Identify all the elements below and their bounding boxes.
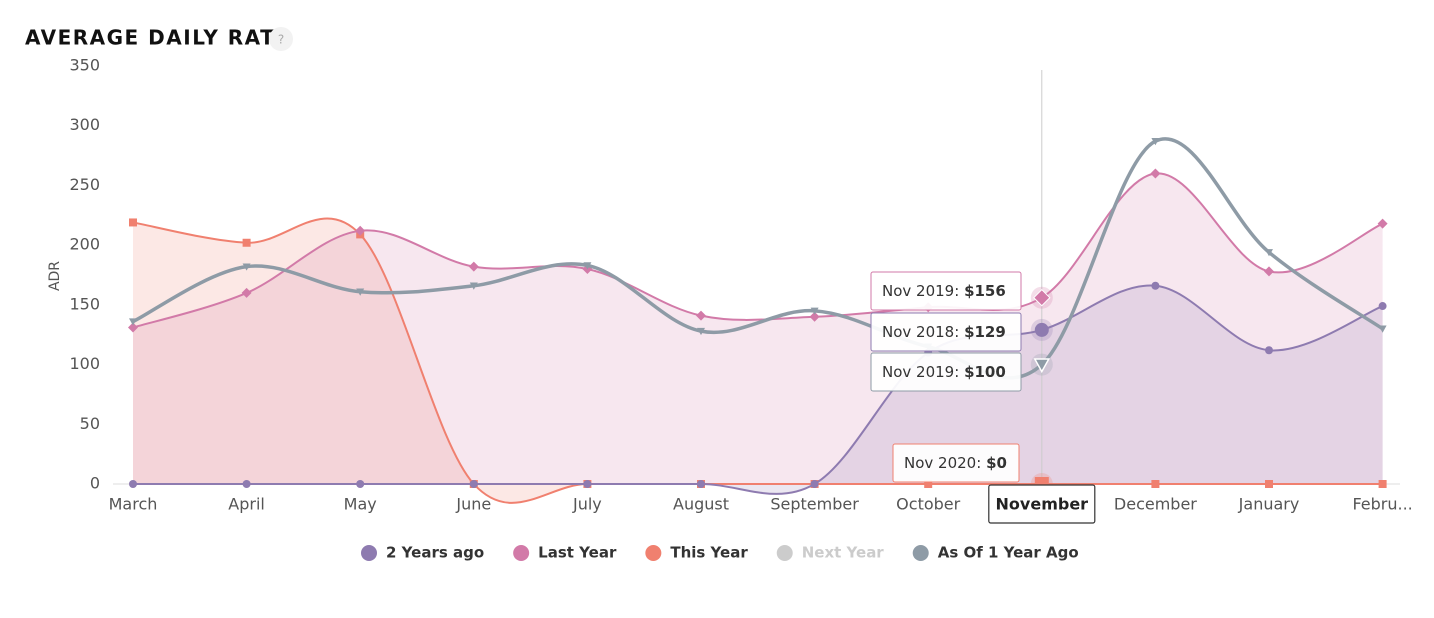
chart-title: AVERAGE DAILY RATE	[25, 26, 290, 50]
marker	[469, 282, 478, 290]
marker	[810, 480, 819, 488]
tooltip-value: $156	[964, 282, 1006, 300]
x-tick-label: December	[1114, 495, 1197, 514]
legend-item[interactable]: This Year	[645, 544, 748, 562]
marker	[1033, 358, 1051, 374]
marker	[809, 311, 820, 322]
marker	[697, 327, 705, 336]
legend-swatch	[645, 545, 662, 561]
marker	[1264, 266, 1274, 277]
marker	[583, 262, 592, 270]
marker	[1150, 168, 1161, 179]
marker	[129, 218, 137, 227]
legend-item[interactable]: 2 Years ago	[361, 544, 484, 562]
tooltip-box	[870, 352, 1022, 392]
tooltip-label: Nov 2019:	[882, 363, 959, 381]
x-tick-label: May	[344, 495, 377, 514]
legend-label: Last Year	[538, 544, 617, 562]
legend-label: This Year	[670, 544, 748, 562]
tooltip-box	[892, 443, 1020, 483]
marker	[242, 480, 251, 488]
legend-label: 2 Years ago	[386, 544, 484, 562]
legend-item[interactable]: As Of 1 Year Ago	[912, 544, 1079, 562]
marker	[1151, 138, 1160, 146]
marker	[1378, 302, 1387, 311]
legend-item[interactable]: Next Year	[776, 544, 885, 562]
x-tick-label: Febru...	[1352, 495, 1412, 514]
marker	[1265, 249, 1273, 257]
marker	[241, 287, 252, 298]
marker	[129, 480, 137, 488]
marker	[469, 480, 478, 488]
y-tick-label: 0	[90, 474, 100, 493]
tooltip-value: $129	[964, 323, 1006, 341]
y-tick-label: 250	[69, 175, 100, 194]
legend-item[interactable]: Last Year	[513, 544, 617, 562]
marker	[356, 288, 365, 296]
tooltip-label: Nov 2019:	[882, 282, 959, 300]
marker	[696, 310, 706, 321]
x-tick-label: January	[1238, 495, 1300, 514]
tooltip-text: Nov 2019: $100	[882, 363, 1006, 381]
marker	[356, 480, 365, 488]
x-tick-highlight	[988, 484, 1096, 524]
marker	[355, 225, 366, 236]
x-tick-label: August	[673, 495, 729, 514]
y-tick-label: 150	[69, 294, 100, 313]
marker	[1377, 218, 1388, 229]
y-tick-label: 350	[69, 56, 100, 75]
tooltip-label: Nov 2020:	[904, 454, 981, 472]
legend-label: Next Year	[802, 544, 885, 562]
legend-swatch	[513, 545, 530, 561]
marker	[242, 263, 251, 271]
marker	[1151, 281, 1160, 290]
marker	[242, 238, 251, 247]
marker	[129, 318, 137, 326]
x-tick-label: June	[455, 495, 491, 514]
tooltip-value: $0	[986, 454, 1007, 472]
marker	[1265, 480, 1273, 488]
tooltip-text: Nov 2019: $156	[882, 282, 1006, 300]
tooltip-text: Nov 2018: $129	[882, 323, 1006, 341]
marker	[924, 480, 933, 488]
marker	[1033, 288, 1051, 307]
x-tick-label: July	[572, 495, 602, 514]
y-tick-label: 200	[69, 235, 100, 254]
marker	[583, 480, 592, 488]
x-tick-label: October	[896, 495, 960, 514]
tooltip-box	[870, 271, 1022, 311]
series-area	[133, 218, 1383, 503]
y-axis-label: ADR	[47, 261, 63, 291]
help-icon[interactable]	[269, 27, 293, 51]
series-area	[133, 285, 1383, 494]
marker	[697, 480, 705, 488]
marker	[1151, 480, 1160, 488]
help-text[interactable]: ?	[278, 33, 284, 47]
marker	[1265, 346, 1273, 355]
marker	[468, 261, 479, 272]
marker	[810, 307, 819, 315]
tooltip-value: $100	[964, 363, 1006, 381]
legend-swatch	[912, 545, 929, 561]
x-tick-label: November	[996, 495, 1089, 514]
tooltip-label: Nov 2018:	[882, 323, 959, 341]
y-tick-label: 100	[69, 354, 100, 373]
x-tick-label: April	[228, 495, 265, 514]
marker	[128, 322, 138, 333]
marker	[1378, 325, 1387, 333]
tooltip-text: Nov 2020: $0	[904, 454, 1007, 472]
x-tick-label: September	[770, 495, 859, 514]
legend-swatch	[776, 545, 793, 561]
legend-swatch	[361, 545, 377, 561]
marker	[1034, 322, 1049, 337]
series-area	[133, 173, 1383, 484]
y-tick-label: 50	[80, 414, 100, 433]
y-tick-label: 300	[69, 115, 100, 134]
tooltip-box	[870, 312, 1022, 352]
x-tick-label: March	[109, 495, 158, 514]
legend-label: As Of 1 Year Ago	[938, 544, 1079, 562]
marker	[1378, 480, 1387, 488]
